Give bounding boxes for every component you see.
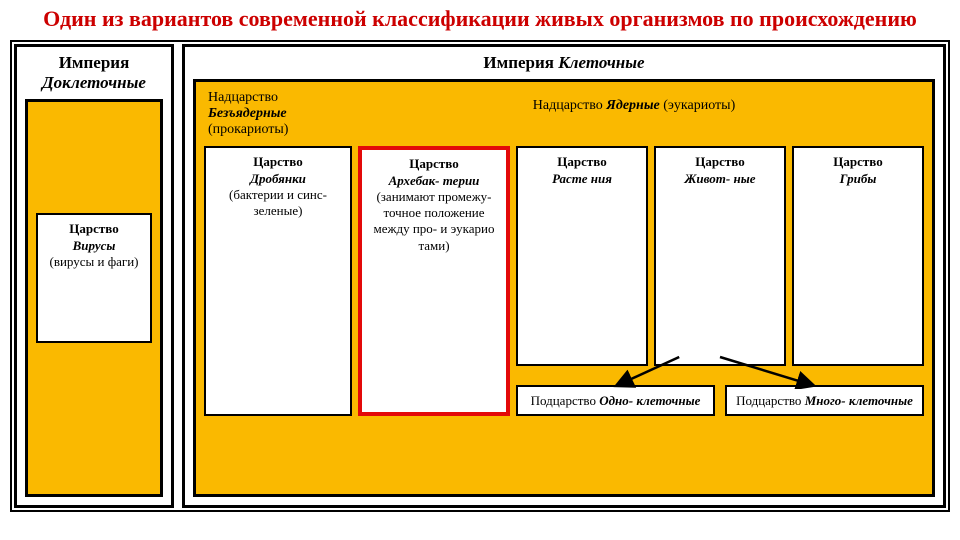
subkingdom-name: Одно- клеточные: [599, 393, 700, 408]
page-title: Один из вариантов современной классифика…: [0, 0, 960, 36]
kingdom-name: Дробянки: [210, 171, 346, 187]
kingdom-sub: (бактерии и синс-зеленые): [210, 187, 346, 220]
empire-precellular-title: Империя Доклеточные: [25, 53, 163, 93]
kingdoms-row: Царство Дробянки (бактерии и синс-зелены…: [204, 146, 924, 416]
subkingdom-label: Подцарство: [531, 393, 596, 408]
kingdom-drobyanki: Царство Дробянки (бактерии и синс-зелены…: [204, 146, 352, 416]
sk-name: Безъядерные: [208, 106, 344, 122]
kingdom-label: Царство: [798, 154, 918, 170]
empire-name: Доклеточные: [42, 73, 146, 92]
eukaryote-kingdoms-top: Царство Расте ния Царство Живот- ные Цар…: [516, 146, 924, 374]
gold-block-left: Царство Вирусы (вирусы и фаги): [25, 99, 163, 497]
kingdom-name: Расте ния: [522, 171, 642, 187]
empire-cellular: Империя Клеточные Надцарство Безъядерные…: [182, 44, 946, 508]
kingdom-name: Вирусы: [42, 238, 146, 254]
eukaryote-kingdoms-group: Царство Расте ния Царство Живот- ные Цар…: [516, 146, 924, 416]
kingdom-sub: (вирусы и фаги): [42, 254, 146, 270]
sk-paren: (прокариоты): [208, 122, 344, 138]
kingdom-label: Царство: [210, 154, 346, 170]
subkingdoms-row: Подцарство Одно- клеточные Подцарство Мн…: [516, 385, 924, 417]
kingdom-sub: (занимают промежу- точное положение межд…: [366, 189, 502, 254]
subkingdom-unicellular: Подцарство Одно- клеточные: [516, 385, 715, 417]
sk-label: Надцарство: [533, 98, 603, 113]
empire-label: Империя: [59, 53, 130, 72]
subkingdom-multicellular: Подцарство Много- клеточные: [725, 385, 924, 417]
gold-block-right: Надцарство Безъядерные (прокариоты) Надц…: [193, 79, 935, 497]
kingdom-name: Архебак- терии: [366, 173, 502, 189]
empire-precellular: Империя Доклеточные Царство Вирусы (виру…: [14, 44, 174, 508]
kingdom-label: Царство: [522, 154, 642, 170]
empire-name: Клеточные: [558, 53, 644, 72]
sk-label: Надцарство: [208, 90, 344, 106]
superkingdom-row: Надцарство Безъядерные (прокариоты) Надц…: [204, 90, 924, 138]
subkingdom-name: Много- клеточные: [805, 393, 913, 408]
kingdom-fungi: Царство Грибы: [792, 146, 924, 366]
sk-name: Ядерные: [606, 98, 660, 113]
superkingdom-eukaryotes: Надцарство Ядерные (эукариоты): [344, 90, 924, 114]
kingdom-animals: Царство Живот- ные: [654, 146, 786, 366]
superkingdom-prokaryotes: Надцарство Безъядерные (прокариоты): [204, 90, 344, 138]
outer-frame: Империя Доклеточные Царство Вирусы (виру…: [10, 40, 950, 512]
kingdom-name: Живот- ные: [660, 171, 780, 187]
kingdom-plants: Царство Расте ния: [516, 146, 648, 366]
subkingdom-label: Подцарство: [736, 393, 801, 408]
empire-cellular-title: Империя Клеточные: [193, 53, 935, 73]
kingdom-viruses: Царство Вирусы (вирусы и фаги): [36, 213, 152, 343]
kingdom-archaebacteria: Царство Архебак- терии (занимают промежу…: [358, 146, 510, 416]
kingdom-label: Царство: [660, 154, 780, 170]
sk-paren: (эукариоты): [663, 98, 735, 113]
kingdom-label: Царство: [42, 221, 146, 237]
kingdom-label: Царство: [366, 156, 502, 172]
kingdom-name: Грибы: [798, 171, 918, 187]
empire-label: Империя: [483, 53, 554, 72]
